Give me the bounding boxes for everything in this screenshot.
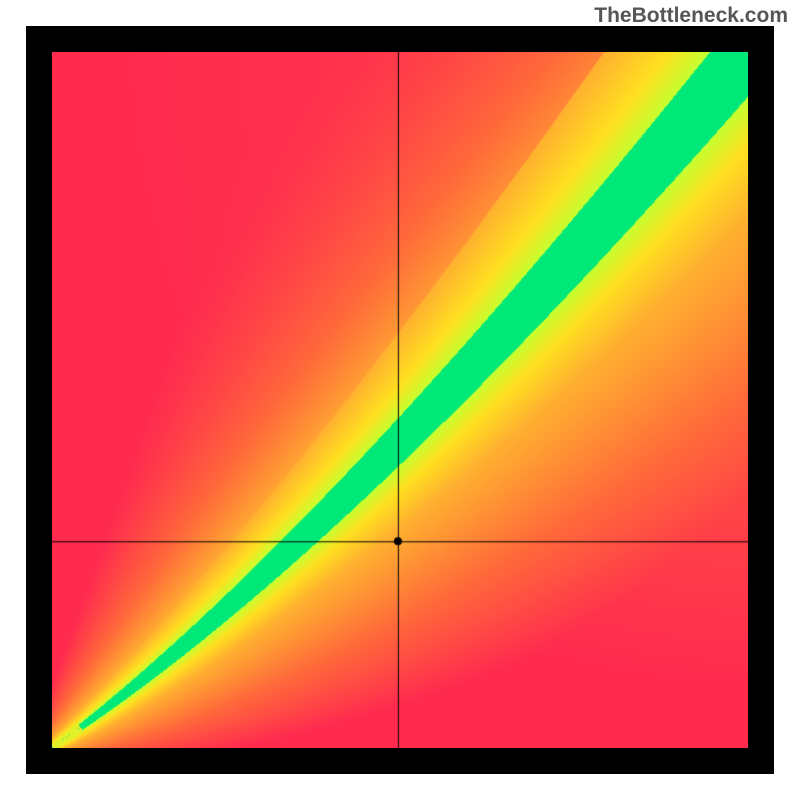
chart-frame [26,26,774,774]
watermark-text: TheBottleneck.com [594,4,788,28]
heatmap-canvas [52,52,748,748]
heatmap-plot [52,52,748,748]
chart-container: TheBottleneck.com [0,0,800,800]
